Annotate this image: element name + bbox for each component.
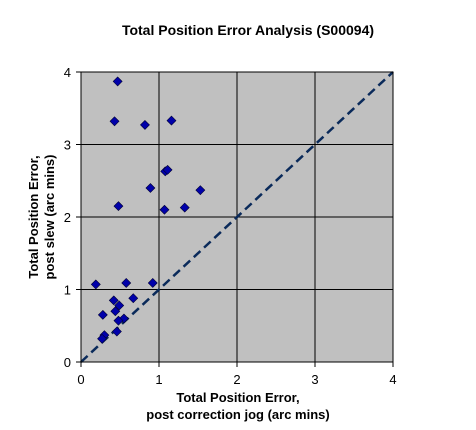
reference-line <box>80 71 394 363</box>
data-point <box>97 309 108 320</box>
data-point <box>108 295 119 306</box>
data-point <box>97 333 107 344</box>
data-point <box>159 204 170 215</box>
data-point <box>109 116 120 127</box>
y-tick-label: 2 <box>64 210 71 225</box>
data-point <box>114 300 125 311</box>
data-point <box>179 202 190 213</box>
data-point <box>145 183 156 193</box>
x-axis-title-line-2: post correction jog (arc mins) <box>146 407 329 422</box>
data-point <box>113 315 124 326</box>
x-axis-title-line-1: Total Position Error, <box>176 390 299 405</box>
y-tick-label: 3 <box>64 138 71 153</box>
data-point <box>113 201 124 212</box>
x-tick-label: 3 <box>311 372 318 387</box>
data-point <box>112 76 123 87</box>
y-tick-label: 4 <box>64 65 71 80</box>
data-point <box>166 115 177 126</box>
y-axis-title-line-2: post slew (arc mins) <box>42 155 57 280</box>
data-point <box>111 326 122 337</box>
data-point <box>121 278 132 288</box>
chart-title: Total Position Error Analysis (S00094) <box>122 22 374 38</box>
x-tick-label: 2 <box>233 372 240 387</box>
axis-ticks: 0 1 2 3 4 0 1 2 3 4 <box>64 65 397 387</box>
x-tick-label: 1 <box>155 372 162 387</box>
data-point <box>162 164 173 175</box>
data-point <box>110 306 121 317</box>
x-tick-label: 4 <box>389 372 396 387</box>
y-axis-title-line-1: Total Position Error, <box>26 155 41 278</box>
y-tick-label: 0 <box>64 355 71 370</box>
data-points <box>90 76 206 344</box>
y-tick-label: 1 <box>64 283 71 298</box>
data-point <box>147 278 158 288</box>
x-tick-label: 0 <box>77 372 84 387</box>
data-point <box>90 279 101 290</box>
data-point <box>195 185 206 196</box>
data-point <box>140 120 150 130</box>
data-point <box>128 293 139 304</box>
